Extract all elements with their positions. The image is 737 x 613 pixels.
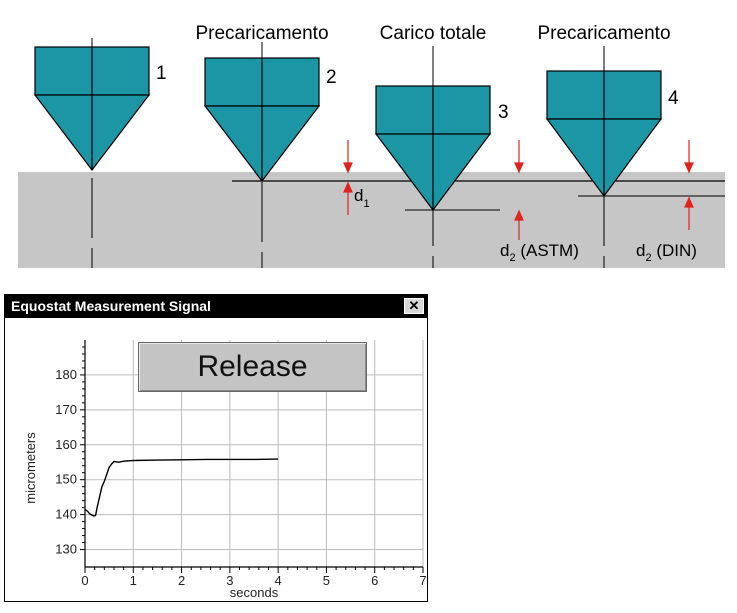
indenter-1 [33, 46, 151, 171]
hardness-test-diagram: Precaricamento Carico totale Precaricame… [18, 23, 725, 268]
x-axis-label: seconds [230, 585, 279, 600]
x-tick-label: 2 [178, 573, 185, 588]
d2-astm-label: d2 (ASTM) [500, 241, 579, 264]
measurement-signal-window: Equostat Measurement Signal ✕ 0 1 2 3 4 5 6 7 1… [4, 294, 428, 602]
x-tick-label: 6 [371, 573, 378, 588]
specimen-block [18, 172, 725, 268]
d2-din-label: d2 (DIN) [636, 241, 697, 264]
y-tick-label: 150 [55, 472, 77, 487]
window-titlebar: Equostat Measurement Signal ✕ [5, 295, 427, 318]
x-tick-label: 1 [130, 573, 137, 588]
step-4-number: 4 [668, 88, 679, 109]
step-3-number: 3 [498, 102, 509, 123]
indenter-2 [203, 57, 321, 182]
window-title: Equostat Measurement Signal [11, 298, 211, 314]
y-tick-label: 140 [55, 507, 77, 522]
y-axis-label: micrometers [23, 432, 38, 504]
step-1-number: 1 [156, 63, 167, 84]
chart-axes [80, 340, 424, 573]
x-tick-label: 0 [81, 573, 88, 588]
close-button[interactable]: ✕ [404, 298, 424, 314]
x-tick-label: 7 [419, 573, 426, 588]
y-tick-label: 170 [55, 402, 77, 417]
step-3-heading: Carico totale [380, 23, 487, 44]
series-line [84, 458, 279, 517]
close-icon: ✕ [408, 298, 420, 313]
x-tick-labels: 0 1 2 3 4 5 6 7 [81, 573, 426, 588]
indenter-3 [374, 85, 492, 211]
signal-chart: 0 1 2 3 4 5 6 7 130 140 150 160 170 180 seconds micr… [23, 340, 427, 600]
depth-arrows [343, 140, 694, 240]
y-tick-labels: 130 140 150 160 170 180 [55, 367, 77, 557]
release-button[interactable]: Release [138, 342, 367, 392]
x-tick-label: 5 [323, 573, 330, 588]
indenter-4 [545, 70, 663, 198]
y-tick-label: 180 [55, 367, 77, 382]
step-2-number: 2 [326, 67, 337, 88]
step-4-heading: Precaricamento [537, 23, 670, 44]
x-tick-label: 4 [275, 573, 282, 588]
y-tick-label: 160 [55, 437, 77, 452]
x-tick-label: 3 [226, 573, 233, 588]
y-tick-label: 130 [55, 542, 77, 557]
step-2-heading: Precaricamento [195, 23, 328, 44]
d1-label: d1 [354, 186, 370, 210]
